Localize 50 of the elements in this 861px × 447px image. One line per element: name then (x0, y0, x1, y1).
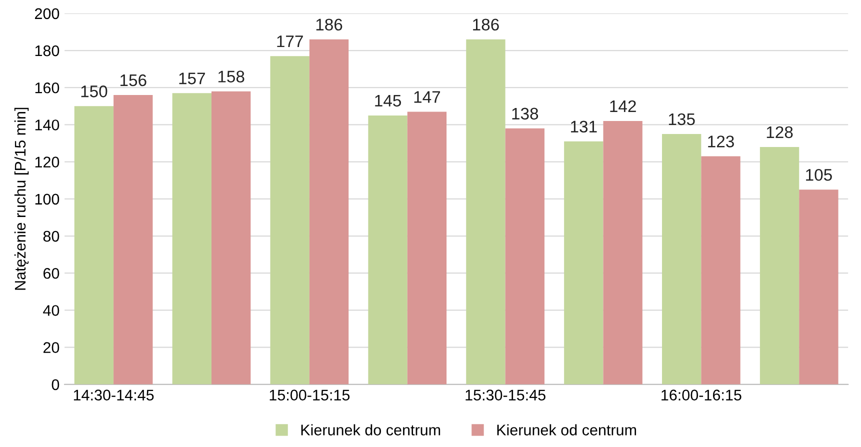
bar (466, 39, 506, 384)
x-tick-label: 14:30-14:45 (74, 390, 154, 401)
data-label: 177 (277, 36, 303, 48)
y-tick-label: 180 (35, 45, 60, 56)
bar (74, 106, 114, 384)
bar (662, 134, 702, 384)
y-tick-label: 160 (35, 82, 60, 94)
y-tick-label: 0 (52, 379, 60, 390)
bar (211, 91, 251, 384)
bar (114, 95, 153, 384)
bar (701, 156, 740, 384)
data-label: 186 (316, 18, 342, 31)
bar (603, 121, 642, 384)
y-tick-label: 200 (34, 8, 60, 20)
bar (799, 190, 838, 384)
data-label: 128 (766, 126, 793, 138)
data-label: 142 (610, 100, 636, 112)
y-tick-label: 20 (43, 342, 60, 354)
data-label: 145 (375, 94, 401, 107)
data-label: 150 (81, 86, 108, 98)
bar (172, 93, 212, 384)
data-label: 135 (668, 113, 695, 126)
data-label: 186 (473, 18, 499, 31)
bar (760, 146, 800, 384)
data-label: 156 (120, 74, 146, 86)
bar (309, 39, 349, 384)
x-tick-label: 15:30-15:45 (466, 390, 546, 401)
y-tick-label: 100 (35, 194, 60, 205)
x-tick-label: 15:00-15:15 (270, 390, 350, 401)
legend-label: Kierunek od centrum (497, 424, 636, 436)
data-label: 157 (179, 72, 205, 84)
y-tick-label: 40 (43, 305, 60, 316)
y-axis-title: Natężenie ruchu [P/15 min] (14, 108, 29, 290)
data-label: 131 (571, 120, 597, 133)
legend-label: Kierunek do centrum (301, 424, 440, 436)
data-label: 158 (218, 70, 244, 82)
bar (407, 112, 447, 384)
y-tick-label: 120 (35, 156, 60, 168)
data-label: 138 (512, 108, 538, 120)
y-tick-label: 80 (43, 230, 60, 242)
data-label: 105 (806, 168, 832, 181)
y-tick-label: 60 (44, 268, 60, 279)
bar (368, 115, 408, 384)
y-tick-label: 140 (35, 120, 60, 130)
x-tick-label: 16:00-16:15 (662, 390, 742, 401)
bar (270, 56, 310, 384)
bar (505, 128, 544, 384)
data-label: 147 (414, 91, 440, 103)
bar (564, 141, 604, 384)
data-label: 123 (708, 136, 734, 148)
